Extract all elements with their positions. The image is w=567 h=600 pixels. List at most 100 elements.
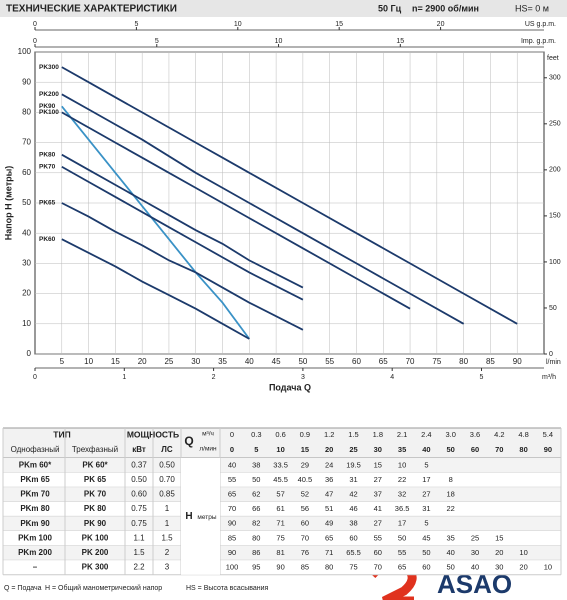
series-label: PK70 <box>39 163 56 170</box>
head-cell: 31 <box>349 475 357 484</box>
table-cell: PKm 70 <box>20 490 50 499</box>
x-tick-label: 55 <box>325 357 334 366</box>
table-cell: 0.85 <box>159 490 175 499</box>
head-cell: 17 <box>398 519 406 528</box>
head-cell: 70 <box>374 562 382 571</box>
head-cell: 65 <box>228 489 236 498</box>
q-lmin: 20 <box>325 445 333 454</box>
q-m3h: 4.8 <box>518 430 528 439</box>
head-cell: 27 <box>422 489 430 498</box>
head-cell: 90 <box>276 562 284 571</box>
y2-tick-label: 200 <box>549 167 561 174</box>
table-row-bg <box>3 560 561 575</box>
table-header: ТИП <box>53 429 70 439</box>
y-tick-label: 80 <box>22 108 31 117</box>
table-cell: 1 <box>165 504 170 513</box>
q-lmin: 10 <box>276 445 284 454</box>
table-row-bg <box>3 458 561 473</box>
head-cell: 33.5 <box>273 460 288 469</box>
head-cell: 70 <box>301 533 309 542</box>
head-cell: 55 <box>374 533 382 542</box>
x-tick-label: 85 <box>486 357 495 366</box>
axis-tick-label: 0 <box>33 21 37 28</box>
head-cell: 82 <box>252 519 260 528</box>
head-cell: 42 <box>349 489 357 498</box>
head-cell: 27 <box>374 519 382 528</box>
head-cell: 65.5 <box>346 548 361 557</box>
head-cell: 37 <box>374 489 382 498</box>
table-cell: PK 70 <box>84 490 107 499</box>
table-cell: 2.2 <box>133 563 145 572</box>
axis-tick-label: 2 <box>212 374 216 381</box>
head-cell: 56 <box>301 504 309 513</box>
series-line <box>61 93 465 325</box>
head-cell: 31 <box>422 504 430 513</box>
table-cell: 0.60 <box>131 490 147 499</box>
head-cell: 40 <box>447 548 455 557</box>
series-label: PK60 <box>39 236 56 243</box>
y-tick-label: 40 <box>22 228 31 237</box>
axis-tick-label: 1 <box>122 374 126 381</box>
head-cell: 41 <box>374 504 382 513</box>
q-m3h: 0.6 <box>275 430 285 439</box>
head-cell: 49 <box>325 519 333 528</box>
table-cell: PKm 65 <box>20 475 50 484</box>
axis-tick-label: 3 <box>301 374 305 381</box>
column-header: Однофазный <box>11 445 60 454</box>
head-cell: 15 <box>374 460 382 469</box>
table-cell: 0.37 <box>131 460 147 469</box>
head-cell: 22 <box>447 504 455 513</box>
head-cell: 60 <box>301 519 309 528</box>
table-cell: PK 65 <box>84 475 107 484</box>
column-header: Трехфазный <box>72 445 118 454</box>
head-cell: 32 <box>398 489 406 498</box>
head-cell: 85 <box>228 533 236 542</box>
q-m3h: 1.8 <box>373 430 383 439</box>
x-tick-label: 10 <box>84 357 93 366</box>
column-header: ЛС <box>161 445 173 454</box>
y2-tick-label: 50 <box>549 305 557 312</box>
table-row-bg <box>3 487 561 502</box>
q-m3h: 0.3 <box>251 430 261 439</box>
q-lmin: 90 <box>544 445 552 454</box>
head-cell: 71 <box>276 519 284 528</box>
q-m3h: 3.0 <box>445 430 455 439</box>
head-cell: 45.5 <box>273 475 288 484</box>
head-cell: 52 <box>301 489 309 498</box>
x-tick-label: 35 <box>218 357 227 366</box>
head-cell: 62 <box>252 489 260 498</box>
head-cell: 40 <box>228 460 236 469</box>
head-cell: 55 <box>398 548 406 557</box>
axis-unit: US g.p.m. <box>525 21 556 28</box>
q-lmin: 40 <box>422 445 430 454</box>
y2-unit: feet <box>547 55 559 62</box>
head-cell: 38 <box>252 460 260 469</box>
q-m3h: 0.9 <box>300 430 310 439</box>
axis-tick-label: 0 <box>33 38 37 45</box>
x-tick-label: 50 <box>298 357 307 366</box>
y-tick-label: 30 <box>22 259 31 268</box>
y-tick-label: 60 <box>22 168 31 177</box>
footer-legend: Q = Подача <box>4 585 42 592</box>
y-tick-label: 70 <box>22 138 31 147</box>
q-lmin: 70 <box>495 445 503 454</box>
q-m3h: 2.1 <box>397 430 407 439</box>
y2-tick-label: 250 <box>549 121 561 128</box>
table-cell: 3 <box>165 563 170 572</box>
head-cell: 30 <box>495 562 503 571</box>
head-cell: 10 <box>544 562 552 571</box>
y-tick-label: 100 <box>18 47 32 56</box>
axis-tick-label: 5 <box>155 38 159 45</box>
q-lmin: 80 <box>519 445 527 454</box>
table-cell: 0.75 <box>131 504 147 513</box>
head-cell: 55 <box>228 475 236 484</box>
table-cell: 1.5 <box>133 548 145 557</box>
table-cell: 2 <box>165 548 170 557</box>
head-cell: 40.5 <box>298 475 313 484</box>
footer-legend: HS = Высота всасывания <box>186 585 269 592</box>
h-unit: метры <box>197 514 216 521</box>
head-cell: 60 <box>349 533 357 542</box>
head-cell: 36.5 <box>395 504 410 513</box>
axis-tick-label: 10 <box>234 21 242 28</box>
q-lmin: 60 <box>471 445 479 454</box>
